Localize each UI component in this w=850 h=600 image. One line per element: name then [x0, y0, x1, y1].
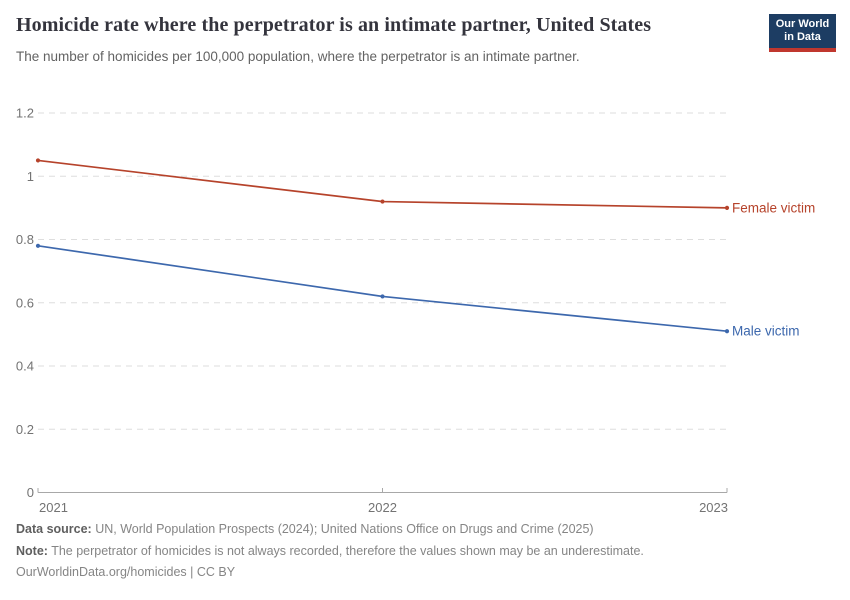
data-source-label: Data source:	[16, 522, 92, 536]
data-point-female-victim-2022[interactable]	[380, 199, 385, 204]
chart-subtitle: The number of homicides per 100,000 popu…	[16, 49, 580, 64]
y-axis-tick-label: 0.2	[16, 422, 34, 437]
owid-logo-stripe	[769, 48, 836, 52]
license-line: OurWorldinData.org/homicides | CC BY	[16, 564, 834, 581]
owid-logo-line2: in Data	[784, 31, 821, 43]
page-title: Homicide rate where the perpetrator is a…	[16, 14, 652, 36]
license-link[interactable]: OurWorldinData.org/homicides | CC BY	[16, 565, 236, 579]
note-line: Note: The perpetrator of homicides is no…	[16, 543, 834, 560]
y-axis-tick-label: 1.2	[16, 106, 34, 121]
data-point-male-victim-2021[interactable]	[35, 243, 41, 248]
data-source-line: Data source: UN, World Population Prospe…	[16, 521, 834, 538]
y-axis-tick-label: 0.4	[16, 359, 34, 374]
data-point-male-victim-2023[interactable]	[724, 329, 730, 334]
owid-logo-line1: Our World	[775, 18, 830, 30]
y-axis-tick-label: 1	[27, 169, 34, 184]
owid-logo[interactable]: Our World in Data	[769, 14, 836, 52]
data-point-female-victim-2021[interactable]	[35, 158, 41, 163]
data-source-text: UN, World Population Prospects (2024); U…	[91, 522, 594, 536]
data-point-female-victim-2023[interactable]	[724, 205, 730, 210]
series-label-female-victim: Female victim	[732, 200, 815, 215]
x-axis-tick-label: 2021	[39, 500, 68, 515]
chart-header: Homicide rate where the perpetrator is a…	[16, 12, 740, 65]
y-axis-tick-label: 0.8	[16, 232, 34, 247]
y-axis-tick-label: 0.6	[16, 295, 34, 310]
note-label: Note:	[16, 543, 48, 558]
data-point-male-victim-2022[interactable]	[380, 294, 385, 299]
y-axis-tick-label: 0	[27, 485, 34, 500]
note-text: The perpetrator of homicides is not alwa…	[47, 543, 644, 558]
series-line-male-victim[interactable]	[37, 244, 728, 333]
x-axis-tick-label: 2022	[368, 500, 397, 515]
series-label-male-victim: Male victim	[732, 324, 800, 339]
owid-logo-box: Our World in Data	[769, 14, 836, 48]
line-chart-canvas[interactable]: 0 0.2 0.4 0.6 0.8 1 1.2 2021 2022 2023 Female vict…	[0, 100, 850, 520]
x-axis-tick-label: 2023	[699, 500, 728, 515]
line-chart[interactable]: 0 0.2 0.4 0.6 0.8 1 1.2 2021 2022 2023 Female vict…	[0, 100, 850, 520]
chart-footer: Data source: UN, World Population Prospe…	[16, 521, 834, 586]
